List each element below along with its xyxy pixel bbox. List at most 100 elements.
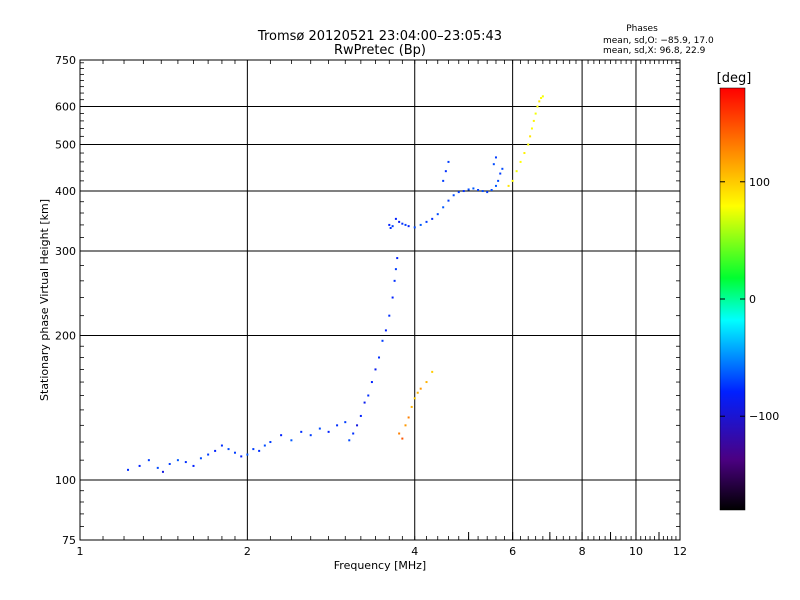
data-point bbox=[431, 217, 434, 220]
data-point bbox=[363, 401, 366, 404]
data-point bbox=[344, 421, 347, 424]
data-point bbox=[280, 434, 283, 437]
data-point bbox=[214, 449, 217, 452]
data-point bbox=[199, 457, 202, 460]
y-tick-label: 500 bbox=[55, 139, 76, 152]
data-point bbox=[252, 448, 255, 451]
data-point bbox=[457, 191, 460, 194]
data-point bbox=[529, 135, 532, 138]
data-point bbox=[192, 464, 195, 467]
data-point bbox=[481, 190, 484, 193]
data-point bbox=[290, 439, 293, 442]
y-tick-label: 200 bbox=[55, 330, 76, 343]
data-point bbox=[393, 279, 396, 282]
data-point bbox=[410, 405, 413, 408]
x-axis-label: Frequency [MHz] bbox=[334, 559, 426, 572]
data-point bbox=[419, 223, 422, 226]
data-point bbox=[391, 225, 394, 228]
data-point bbox=[472, 187, 475, 190]
data-point bbox=[538, 100, 541, 103]
data-point bbox=[447, 199, 450, 202]
data-point bbox=[401, 437, 404, 440]
data-point bbox=[367, 394, 370, 397]
data-point bbox=[389, 227, 392, 230]
data-point bbox=[240, 455, 243, 458]
data-point bbox=[161, 470, 164, 473]
plot-frame bbox=[79, 59, 681, 541]
x-tick-label: 12 bbox=[673, 545, 687, 558]
data-point bbox=[511, 179, 514, 182]
data-point bbox=[168, 462, 171, 465]
data-point bbox=[336, 424, 339, 427]
data-point bbox=[444, 170, 447, 173]
y-tick-label: 600 bbox=[55, 101, 76, 114]
y-tick-label: 300 bbox=[55, 245, 76, 258]
colorbar-tick-label: −100 bbox=[749, 410, 779, 423]
stats-line-x: mean, sd,X: 96.8, 22.9 bbox=[603, 46, 706, 56]
data-point bbox=[398, 220, 401, 223]
data-point bbox=[394, 217, 397, 220]
data-point bbox=[352, 432, 355, 435]
data-point bbox=[396, 257, 399, 260]
data-point bbox=[184, 461, 187, 464]
data-point bbox=[404, 223, 407, 226]
chart-subtitle: RwPretec (Bp) bbox=[334, 43, 426, 58]
data-point bbox=[318, 427, 321, 430]
data-point bbox=[425, 381, 428, 384]
data-point bbox=[407, 225, 410, 228]
data-points bbox=[127, 95, 544, 473]
chart-title: Tromsø 20120521 23:04:00–23:05:43 bbox=[257, 29, 502, 44]
x-tick-label: 1 bbox=[77, 545, 84, 558]
data-point bbox=[532, 119, 535, 122]
data-point bbox=[309, 434, 312, 437]
data-point bbox=[425, 220, 428, 223]
data-point bbox=[356, 424, 359, 427]
colorbar-tick-label: 100 bbox=[749, 176, 770, 189]
data-point bbox=[462, 190, 465, 193]
data-point bbox=[442, 179, 445, 182]
data-point bbox=[138, 464, 141, 467]
data-point bbox=[540, 97, 543, 100]
data-point bbox=[407, 416, 410, 419]
data-point bbox=[536, 105, 539, 108]
data-point bbox=[263, 444, 266, 447]
data-point bbox=[233, 451, 236, 454]
data-point bbox=[391, 296, 394, 299]
data-point bbox=[374, 368, 377, 371]
colorbar-tick-label: 0 bbox=[749, 293, 756, 306]
y-tick-label: 400 bbox=[55, 185, 76, 198]
data-point bbox=[507, 184, 510, 187]
data-point bbox=[384, 329, 387, 332]
data-point bbox=[501, 167, 504, 170]
data-point bbox=[497, 179, 500, 182]
data-point bbox=[398, 432, 401, 435]
data-point bbox=[534, 112, 537, 115]
data-point bbox=[404, 424, 407, 427]
data-point bbox=[413, 397, 416, 400]
data-point bbox=[515, 170, 518, 173]
data-point bbox=[452, 194, 455, 197]
data-point bbox=[327, 430, 330, 433]
data-point bbox=[447, 160, 450, 163]
y-tick-label: 750 bbox=[55, 54, 76, 67]
data-point bbox=[477, 189, 480, 192]
y-axis-label: Stationary phase Virtual Height [km] bbox=[38, 199, 51, 401]
x-tick-label: 8 bbox=[579, 545, 586, 558]
data-point bbox=[378, 356, 381, 359]
data-point bbox=[519, 160, 522, 163]
data-point bbox=[527, 143, 530, 146]
data-point bbox=[416, 391, 419, 394]
data-point bbox=[127, 468, 130, 471]
data-point bbox=[207, 453, 210, 456]
data-point bbox=[436, 213, 439, 216]
data-point bbox=[176, 459, 179, 462]
data-point bbox=[431, 370, 434, 373]
data-point bbox=[530, 127, 533, 130]
data-point bbox=[381, 339, 384, 342]
data-point bbox=[269, 441, 272, 444]
data-point bbox=[359, 414, 362, 417]
data-point bbox=[156, 466, 159, 469]
data-point bbox=[348, 439, 351, 442]
data-point bbox=[494, 184, 497, 187]
